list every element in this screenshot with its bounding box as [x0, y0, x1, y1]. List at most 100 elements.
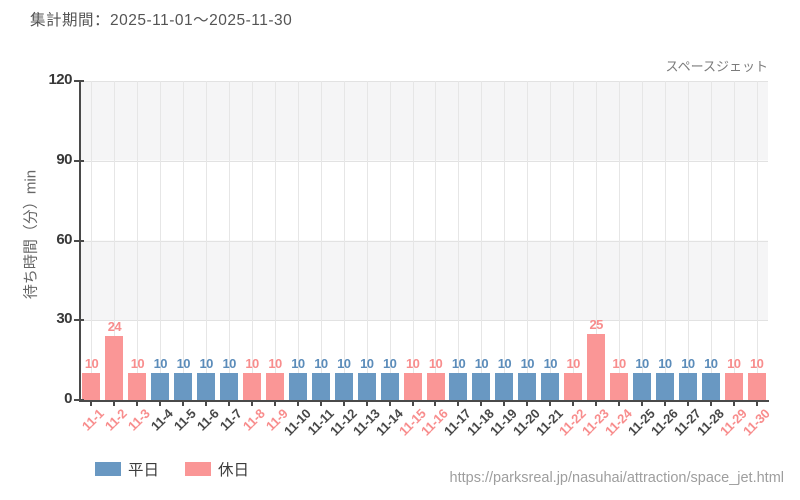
bar-group-11-29: 10: [722, 81, 745, 400]
bar-value-label: 10: [130, 356, 145, 372]
bar-value-label: 10: [268, 356, 282, 372]
vertical-gridline: [366, 81, 368, 400]
wait-time-bar-11-28: [701, 373, 720, 400]
wait-time-bar-11-11: [311, 373, 330, 400]
chart-legend: 平日 休日: [95, 458, 275, 480]
bar-value-label: 10: [428, 356, 443, 372]
vertical-gridline: [618, 81, 620, 400]
vertical-gridline: [596, 81, 597, 400]
vertical-gridline: [91, 81, 93, 400]
bar-group-11-10: 10: [286, 81, 309, 400]
bar-group-11-27: 10: [676, 81, 699, 400]
bar-group-11-30: 10: [745, 81, 768, 400]
x-tick-mark: [686, 402, 689, 406]
bar-value-label: 10: [497, 356, 512, 372]
x-tick-mark: [182, 402, 185, 406]
legend-swatch-weekday: [95, 462, 121, 476]
bar-value-label: 10: [727, 356, 741, 372]
x-axis-labels: 11-1 11-2 11-3 11-4 11-5 11-6 11-7 11-8 11-9 11-1…: [79, 406, 772, 466]
vertical-gridline: [504, 81, 506, 400]
vertical-gridline: [320, 81, 322, 400]
x-tick-mark: [434, 402, 437, 406]
wait-time-bar-11-1: [82, 373, 101, 400]
x-tick-mark: [273, 402, 276, 406]
wait-time-bar-11-16: [426, 373, 445, 400]
wait-time-bar-11-19: [495, 373, 514, 400]
vertical-gridline: [160, 81, 162, 400]
bar-value-label: 10: [520, 356, 535, 372]
wait-time-bar-11-9: [265, 373, 284, 400]
bar-value-label: 10: [360, 356, 374, 372]
bar-group-11-15: 10: [401, 81, 424, 400]
y-tick-mark: [74, 399, 84, 401]
bar-group-11-4: 10: [149, 81, 172, 400]
vertical-gridline: [252, 81, 253, 400]
x-tick-mark: [228, 402, 231, 406]
bar-group-11-18: 10: [470, 81, 493, 400]
vertical-gridline: [137, 81, 139, 400]
bar-group-11-21: 10: [539, 81, 562, 400]
vertical-gridline: [687, 81, 689, 400]
wait-time-bar-11-7: [220, 373, 239, 400]
wait-time-bar-11-10: [288, 373, 307, 400]
bar-group-11-23: 25: [585, 81, 608, 400]
x-tick-mark: [617, 402, 620, 406]
wait-time-bar-11-14: [380, 373, 399, 400]
bar-value-label: 10: [314, 356, 328, 372]
vertical-gridline: [550, 81, 552, 400]
x-tick-mark: [296, 402, 299, 406]
y-tick-mark: [74, 319, 84, 322]
bar-value-label: 10: [153, 356, 168, 372]
wait-time-bar-11-25: [632, 373, 651, 400]
x-tick-mark: [365, 402, 368, 406]
bar-value-label: 10: [451, 356, 466, 372]
x-axis-line: [79, 400, 769, 402]
legend-label-weekday: 平日: [128, 462, 160, 479]
vertical-gridline: [710, 81, 712, 400]
bar-group-11-6: 10: [195, 81, 218, 400]
bar-value-label: 10: [543, 356, 558, 372]
vertical-gridline: [527, 81, 529, 400]
aggregation-period-title: 集計期間：2025-11-01～2025-11-30: [30, 12, 293, 29]
x-tick-mark: [503, 402, 506, 406]
bar-group-11-26: 10: [653, 81, 676, 400]
x-tick-mark: [113, 402, 116, 406]
y-tick-mark: [74, 159, 84, 162]
bar-value-label: 10: [658, 356, 672, 372]
x-tick-mark: [388, 402, 391, 406]
vertical-gridline: [206, 81, 208, 400]
bar-value-label: 10: [291, 356, 305, 372]
y-tick-mark: [74, 80, 84, 82]
bar-group-11-28: 10: [699, 81, 722, 400]
vertical-gridline: [733, 81, 735, 400]
bar-value-label: 10: [474, 356, 489, 372]
x-tick-mark: [526, 402, 529, 406]
wait-time-bar-11-29: [724, 373, 743, 400]
bar-group-11-2: 24: [103, 81, 126, 400]
source-url-text: https://parksreal.jp/nasuhai/attraction/…: [449, 470, 784, 486]
bar-value-label: 10: [245, 356, 259, 372]
x-tick-mark: [709, 402, 712, 406]
y-tick-label: 60: [56, 230, 72, 248]
wait-time-bar-11-12: [334, 373, 353, 400]
bar-group-11-17: 10: [447, 81, 470, 400]
legend-item-weekday: 平日: [95, 458, 159, 480]
horizontal-gridline: [80, 81, 768, 82]
y-tick-label: 90: [56, 150, 72, 168]
bar-value-label: 10: [383, 356, 397, 372]
vertical-gridline: [435, 81, 437, 400]
wait-time-bar-11-26: [655, 373, 674, 400]
x-tick-mark: [755, 402, 758, 406]
bar-group-11-1: 10: [80, 81, 103, 400]
bar-value-label: 10: [681, 356, 695, 372]
bar-chart-plot-area: 10 24 10 10 10 10 10 10 10 10 10 10 10 10 10 10 10 10 10 10…: [80, 81, 768, 400]
vertical-gridline: [297, 81, 299, 400]
bar-group-11-7: 10: [218, 81, 241, 400]
bar-group-11-12: 10: [332, 81, 355, 400]
vertical-gridline: [412, 81, 414, 400]
horizontal-gridline: [80, 160, 768, 162]
vertical-gridline: [573, 81, 575, 400]
x-tick-mark: [90, 402, 93, 406]
x-tick-mark: [457, 402, 460, 406]
horizontal-gridline: [80, 240, 768, 242]
